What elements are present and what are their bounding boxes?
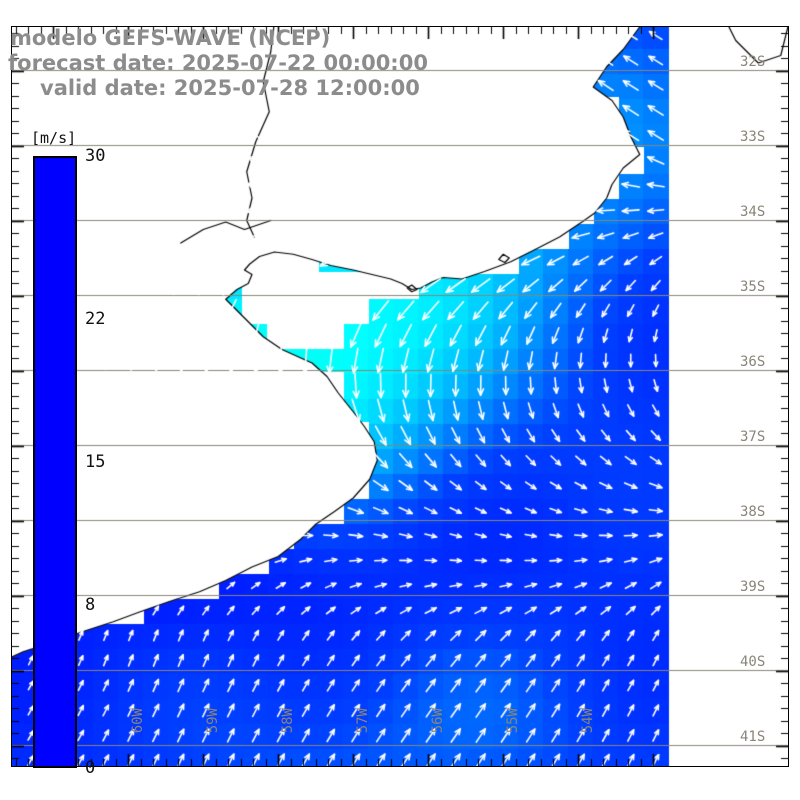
map-plot-frame[interactable]: [11, 26, 789, 767]
colorbar-tick-30: 30: [85, 146, 106, 166]
colorbar-tick-22: 22: [85, 309, 106, 330]
colorbar-tick-15: 15: [85, 452, 106, 472]
colorbar-gradient[interactable]: [33, 156, 77, 768]
colorbar-tick-8: 8: [85, 594, 96, 615]
colorbar-unit-label: [m/s]: [31, 129, 77, 147]
axis-tick-layer: [12, 27, 788, 766]
colorbar-legend: [m/s] 30 22 15 8 0: [31, 129, 105, 778]
colorbar-tick-0: 0: [85, 758, 96, 778]
